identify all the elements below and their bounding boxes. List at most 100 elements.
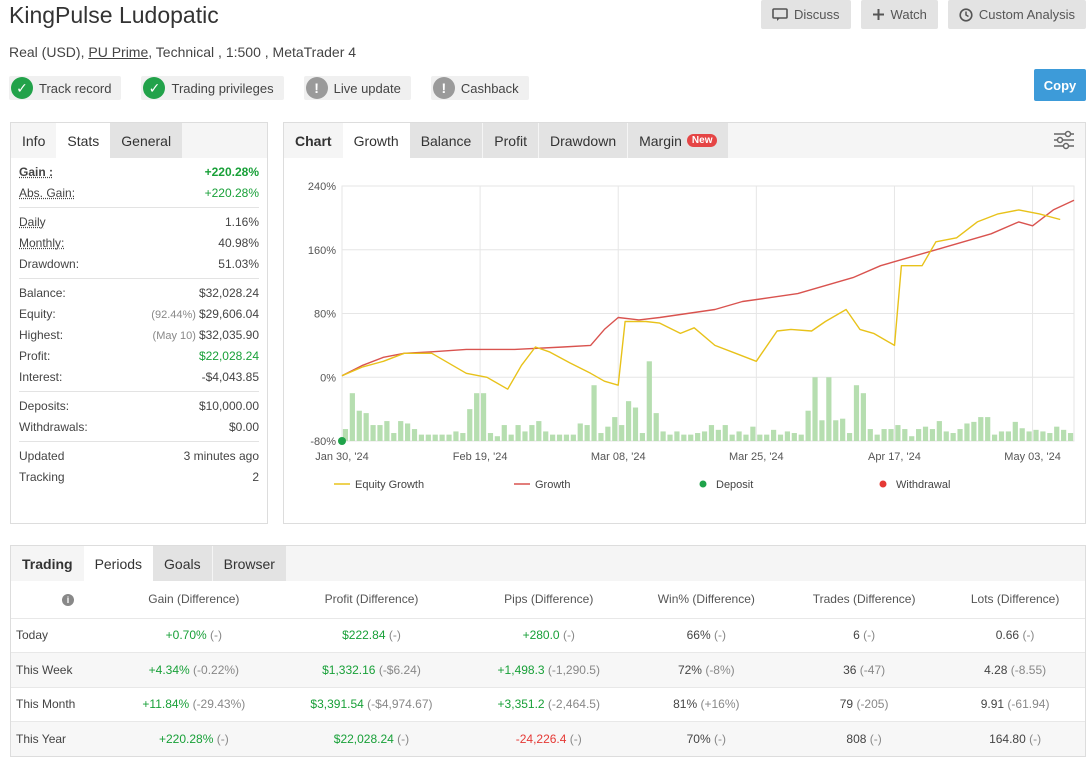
- cell-difference: (-47): [856, 662, 886, 677]
- y-tick-label: 0%: [320, 372, 336, 384]
- deposits-label: Deposits:: [19, 398, 70, 413]
- badge-track-record[interactable]: ✓ Track record: [9, 76, 122, 100]
- chart-bar: [349, 393, 355, 441]
- watch-button[interactable]: Watch: [860, 0, 938, 29]
- period-cell: 81% (+16%): [629, 686, 784, 722]
- chart-bar: [391, 433, 397, 441]
- profit-value: $22,028.24: [198, 348, 259, 363]
- tab-profit[interactable]: Profit: [483, 123, 538, 158]
- chart-bar: [446, 434, 452, 441]
- new-badge: New: [686, 134, 718, 147]
- period-cell: +11.84% (-29.43%): [112, 686, 276, 722]
- cell-difference: (-1,290.5): [544, 662, 600, 677]
- custom-analysis-button[interactable]: Custom Analysis: [947, 0, 1086, 29]
- cell-value: $1,332.16: [322, 662, 376, 677]
- x-tick-label: Mar 25, '24: [729, 451, 784, 463]
- tab-goals[interactable]: Goals: [153, 546, 212, 581]
- chart-bar: [971, 421, 977, 441]
- gain-label[interactable]: Gain :: [19, 164, 54, 179]
- badge-cashback[interactable]: ! Cashback: [430, 76, 529, 100]
- equity-growth-line: [341, 209, 1061, 390]
- tab-stats[interactable]: Stats: [56, 123, 111, 158]
- cell-difference: (-): [213, 732, 229, 746]
- column-header: Pips (Difference): [504, 592, 594, 607]
- cell-difference: (-): [206, 628, 223, 643]
- equity-note: (92.44%): [151, 308, 196, 321]
- stat-balance: Balance: $32,028.24: [19, 282, 259, 303]
- legend-growth: Growth: [535, 479, 570, 491]
- legend-equity-growth: Equity Growth: [355, 479, 424, 491]
- cell-difference: (-29.43%): [189, 697, 246, 712]
- chart-bar: [563, 434, 570, 441]
- chart-bar: [612, 417, 618, 441]
- chart-bar: [950, 433, 956, 441]
- chart-bar: [1040, 431, 1046, 441]
- margin-label: Margin: [639, 132, 682, 149]
- deposits-value: $10,000.00: [198, 398, 259, 413]
- cell-difference: (-): [566, 732, 582, 746]
- period-cell: 0.66 (-): [945, 617, 1085, 653]
- chart-bar: [943, 431, 949, 441]
- period-cell: 36 (-47): [783, 652, 946, 687]
- chart-bar: [902, 429, 908, 441]
- tab-trading[interactable]: Trading: [22, 555, 73, 572]
- abs-gain-label[interactable]: Abs. Gain:: [19, 185, 76, 200]
- watch-label: Watch: [890, 7, 927, 22]
- monthly-label[interactable]: Monthly:: [19, 235, 65, 250]
- tab-general[interactable]: General: [110, 123, 183, 158]
- chart-bar: [998, 431, 1005, 441]
- highest-note: (May 10): [152, 329, 196, 342]
- tab-margin[interactable]: Margin New: [628, 123, 729, 158]
- chart-bar: [591, 385, 597, 441]
- chart-bar: [833, 420, 839, 441]
- chart-bar: [536, 421, 542, 441]
- chart-bar: [460, 433, 466, 441]
- growth-chart[interactable]: 240% 160% 80% 0% -80% Jan 30, '24 Feb 19, '24 M…: [284, 158, 1085, 523]
- highest-label: Highest:: [19, 327, 64, 342]
- x-tick-label: Apr 17, '24: [868, 451, 921, 463]
- stat-withdrawals: Withdrawals: $0.00: [19, 416, 259, 437]
- daily-label[interactable]: Daily: [19, 214, 46, 229]
- tab-drawdown[interactable]: Drawdown: [538, 123, 628, 158]
- chart-bar: [812, 377, 818, 441]
- tab-browser[interactable]: Browser: [212, 546, 286, 581]
- info-icon[interactable]: i: [62, 594, 74, 607]
- stat-tracking: Tracking 2: [19, 466, 259, 487]
- cell-value: $222.84: [342, 628, 386, 643]
- legend-deposit-swatch: [699, 480, 707, 488]
- period-label: This Week: [11, 652, 113, 687]
- copy-button[interactable]: Copy: [1034, 69, 1086, 101]
- tracking-label: Tracking: [19, 469, 65, 484]
- cell-difference: (-): [393, 732, 410, 746]
- badge-live-update[interactable]: ! Live update: [303, 76, 411, 100]
- chart-bar: [791, 433, 797, 441]
- chart-bar: [757, 434, 763, 441]
- tab-chart[interactable]: Chart: [295, 132, 332, 149]
- badge-trading-privileges[interactable]: ✓ Trading privileges: [141, 76, 284, 100]
- stats-deposit-group: Deposits: $10,000.00 Withdrawals: $0.00: [19, 392, 259, 442]
- cell-value: 9.91: [980, 697, 1005, 712]
- chart-bar: [874, 434, 880, 441]
- chart-bar: [356, 410, 362, 441]
- tab-periods[interactable]: Periods: [83, 546, 154, 581]
- filter-settings-icon[interactable]: [1053, 130, 1075, 150]
- withdrawals-value: $0.00: [228, 419, 259, 434]
- daily-value: 1.16%: [224, 214, 259, 229]
- chart-bar: [1054, 426, 1060, 441]
- chart-bar: [860, 393, 866, 441]
- trading-panel: Trading Periods Goals Browser i Gain (Di…: [10, 545, 1086, 757]
- discuss-button[interactable]: Discuss: [761, 0, 851, 29]
- x-tick-label: Mar 08, '24: [591, 451, 646, 463]
- broker-link[interactable]: PU Prime: [88, 44, 149, 60]
- chart-bar: [736, 431, 742, 441]
- tab-info[interactable]: Info: [22, 132, 46, 149]
- tab-balance[interactable]: Balance: [409, 123, 483, 158]
- legend-deposit: Deposit: [716, 479, 753, 491]
- gain-value: +220.28%: [204, 164, 259, 179]
- cell-difference: (-$4,974.67): [363, 697, 433, 712]
- exclamation-icon: !: [305, 77, 328, 99]
- chart-bar: [1005, 431, 1011, 441]
- chart-bar: [598, 433, 604, 441]
- chart-bar: [1061, 429, 1067, 441]
- tab-growth[interactable]: Growth: [342, 123, 410, 158]
